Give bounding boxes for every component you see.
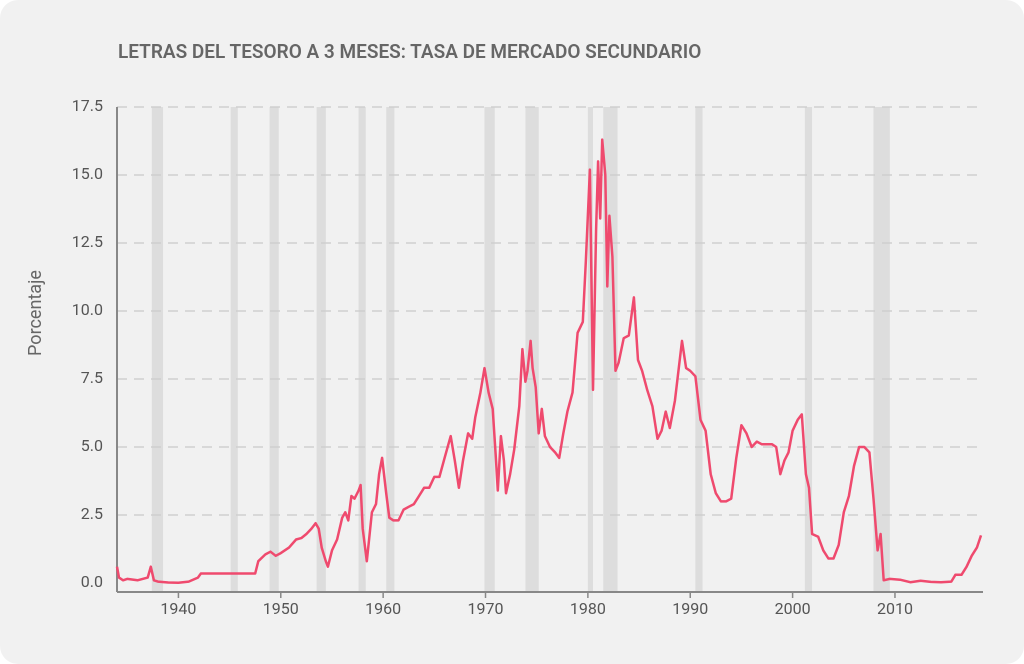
recession-band [804,107,813,592]
x-tick-label: 1980 [570,599,606,618]
recession-band [695,107,703,592]
y-tick-label: 17.5 [72,96,103,115]
recession-band [587,107,593,592]
recession-band [873,107,890,592]
recession-band [316,107,326,592]
x-tick-label: 2000 [775,599,811,618]
y-tick-label: 2.5 [81,504,103,523]
recession-band [386,107,395,592]
y-tick-label: 0.0 [81,572,103,591]
y-tick-label: 12.5 [72,232,103,251]
recession-band [230,107,238,592]
series-line [115,138,983,584]
y-tick-label: 5.0 [81,436,103,455]
recession-band [484,107,495,592]
y-tick-label: 7.5 [81,368,103,387]
x-tick-label: 1990 [672,599,708,618]
recession-band [269,107,279,592]
y-axis-label: Porcentaje [25,270,46,356]
x-tick-label: 1950 [263,599,299,618]
recession-band [358,107,366,592]
x-tick-label: 2010 [877,599,913,618]
y-tick-label: 15.0 [72,164,103,183]
y-tick-label: 10.0 [72,300,103,319]
x-tick-label: 1960 [365,599,401,618]
x-tick-label: 1970 [468,599,504,618]
chart-title: LETRAS DEL TESORO A 3 MESES: TASA DE MER… [118,40,701,63]
recession-band [151,107,164,592]
x-tick-label: 1940 [160,599,196,618]
